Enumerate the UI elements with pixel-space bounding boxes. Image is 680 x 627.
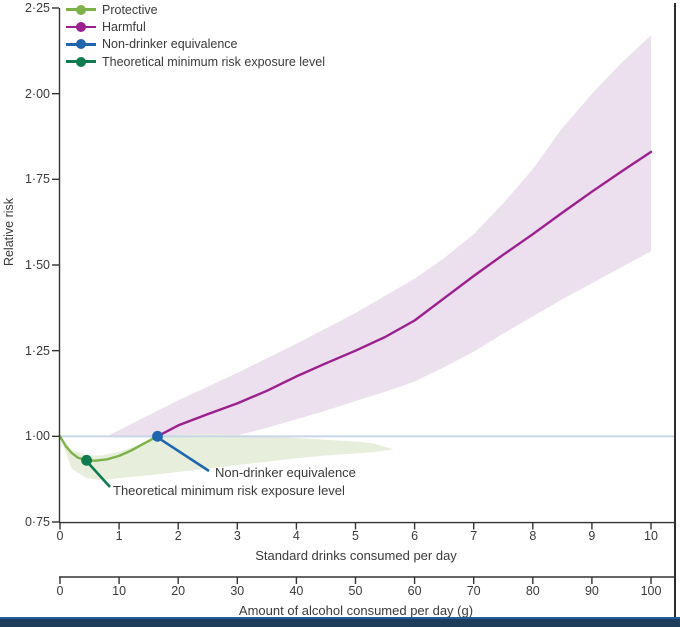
x-tick-label-drinks: 4 [292,529,300,543]
y-tick-label: 2·00 [24,86,50,101]
legend: Protective Harmful Non-drinker equivalence… [66,1,325,70]
x-tick-label-grams: 70 [466,584,481,598]
x-tick-label-grams: 50 [348,584,363,598]
y-tick-label: 1·50 [24,258,50,272]
y-tick-label: 1·00 [24,429,50,444]
x-tick-label-drinks: 2 [174,529,182,543]
legend-item-theoretical-minimum-risk-exposure-level: Theoretical minimum risk exposure level [66,53,325,70]
legend-label: Protective [102,2,158,17]
x-tick-label-drinks: 5 [352,529,359,543]
legend-label: Harmful [102,19,146,34]
x-tick-label-drinks: 9 [588,529,596,543]
legend-marker-icon [66,39,96,50]
x-tick-label-drinks: 3 [233,529,241,543]
harmful-ci-band [107,35,652,438]
x-tick-label-grams: 90 [584,584,599,598]
y-tick-label: 0·75 [24,515,50,529]
legend-marker-icon [66,56,96,67]
x-tick-label-drinks: 8 [529,529,537,543]
figure-right-border [674,3,676,618]
x-tick-label-drinks: 6 [411,529,419,543]
x-tick-label-grams: 20 [171,584,186,598]
x-tick-label-grams: 40 [289,584,304,598]
legend-item-protective: Protective [66,1,325,18]
legend-label: Non-drinker equivalence [102,37,238,52]
y-tick-label: 2·25 [24,1,50,15]
x-axis-title-grams: Amount of alcohol consumed per day (g) [238,603,474,618]
y-tick-label: 1·75 [24,172,50,187]
x-tick-label-drinks: 0 [56,529,64,543]
x-tick-label-drinks: 1 [115,529,123,543]
theoretical-minimum-risk-exposure-level-point [81,454,92,466]
leader-tmrel [87,462,111,488]
x-tick-label-grams: 60 [407,584,422,598]
legend-label: Theoretical minimum risk exposure level [102,54,325,69]
legend-item-non-drinker-equivalence: Non-drinker equivalence [66,36,325,53]
x-tick-label-grams: 80 [525,584,540,598]
annotation-tmrel: Theoretical minimum risk exposure level [113,483,345,498]
x-tick-label-drinks: 10 [644,529,658,543]
x-tick-label-grams: 0 [56,584,64,598]
x-axis-title-drinks: Standard drinks consumed per day [255,548,457,563]
x-tick-label-grams: 10 [112,584,127,598]
leader-non-drinker-equivalence [159,438,210,473]
legend-marker-icon [66,4,96,15]
annotation-non-drinker-equivalence: Non-drinker equivalence [215,465,356,480]
legend-item-harmful: Harmful [66,18,325,35]
x-tick-label-grams: 100 [640,584,662,598]
protective-ci-band [60,433,394,481]
protective-curve [58,435,159,462]
x-tick-label-drinks: 7 [470,529,478,543]
harmful-curve [156,150,653,438]
legend-marker-icon [66,21,96,32]
x-tick-label-grams: 30 [230,584,245,598]
y-tick-label: 1·25 [24,343,50,358]
non-drinker-equivalence-point [152,430,163,442]
viewer-bottom-bar [0,617,680,627]
